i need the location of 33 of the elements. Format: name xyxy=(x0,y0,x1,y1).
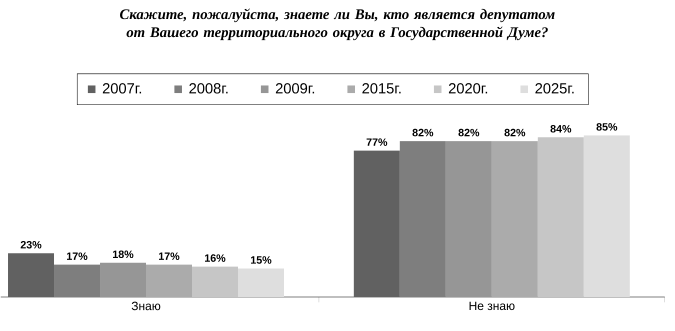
data-label: 84% xyxy=(550,125,572,133)
bar xyxy=(146,264,192,297)
bar xyxy=(192,266,238,297)
data-label: 82% xyxy=(504,128,526,136)
x-tick-label: Знаю xyxy=(132,302,160,310)
data-label: 82% xyxy=(412,128,434,136)
legend-label: 2025г. xyxy=(535,83,574,94)
chart-title: Скажите, пожалуйста, знаете ли Вы, кто является депутатом от Вашего территориального округа в Государственной Думе? xyxy=(120,8,555,40)
legend-label: 2008г. xyxy=(189,83,228,94)
bar xyxy=(54,264,100,297)
x-tick-label: Не знаю xyxy=(470,302,515,310)
legend-label: 2020г. xyxy=(448,83,488,94)
data-label: 18% xyxy=(113,250,134,258)
data-label: 82% xyxy=(458,128,480,136)
bar xyxy=(538,137,584,297)
bar xyxy=(8,253,54,297)
data-label: 17% xyxy=(67,252,88,260)
bar xyxy=(354,150,400,297)
bar xyxy=(238,268,284,297)
legend-label: 2009г. xyxy=(276,83,314,94)
legend-label: 2015г. xyxy=(362,83,401,94)
bar xyxy=(446,141,492,297)
data-label: 17% xyxy=(159,252,180,260)
data-label: 16% xyxy=(205,254,226,262)
data-label: 15% xyxy=(250,256,272,264)
legend-label: 2007г. xyxy=(102,83,142,94)
bar xyxy=(100,262,146,297)
data-label: 77% xyxy=(366,138,388,146)
bar xyxy=(400,141,446,297)
bar xyxy=(584,135,630,297)
data-label: 85% xyxy=(596,123,618,131)
bar xyxy=(492,141,538,297)
data-label: 23% xyxy=(20,240,42,249)
